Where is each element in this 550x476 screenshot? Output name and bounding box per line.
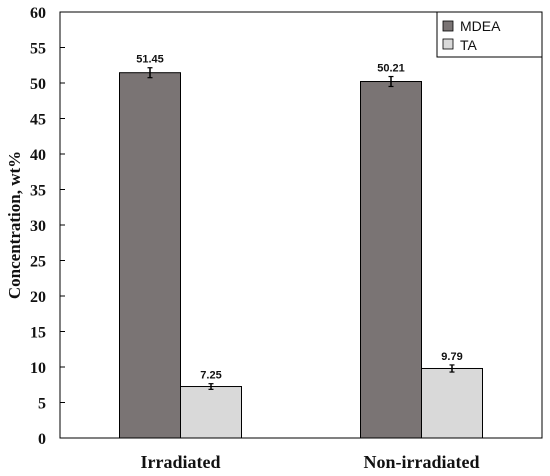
y-tick-label: 15 [30, 325, 46, 342]
data-label: 51.45 [136, 54, 164, 66]
y-tick-label: 60 [30, 5, 46, 22]
y-tick-label: 35 [30, 183, 46, 200]
y-tick-label: 0 [38, 431, 46, 448]
y-tick-label: 40 [30, 147, 46, 164]
bar [180, 386, 242, 439]
y-tick-label: 30 [30, 218, 46, 235]
y-tick-label: 20 [30, 289, 46, 306]
bar [119, 72, 181, 439]
y-tick-label: 10 [30, 360, 46, 377]
y-tick-label: 25 [30, 254, 46, 271]
legend-swatch-mdea [442, 20, 454, 32]
legend-box [436, 11, 543, 58]
bar [421, 367, 483, 439]
legend: MDEA TA [436, 11, 543, 58]
y-tick-label: 45 [30, 112, 46, 129]
category-label: Non-irradiated [364, 452, 480, 472]
bar [360, 81, 422, 439]
legend-label-mdea: MDEA [460, 18, 501, 34]
y-axis-title: Concentration, wt% [5, 151, 24, 299]
data-label: 7.25 [200, 370, 221, 382]
y-tick-label: 5 [38, 396, 46, 413]
y-tick-label: 50 [30, 76, 46, 93]
legend-swatch-ta [442, 38, 454, 50]
bars: 51.45 7.25 50.21 9.79 [119, 54, 483, 439]
data-label: 9.79 [441, 351, 462, 363]
legend-label-ta: TA [460, 37, 478, 53]
data-label: 50.21 [377, 63, 405, 75]
y-tick-label: 55 [30, 41, 46, 58]
x-axis: Irradiated Non-irradiated [141, 452, 480, 472]
category-label: Irradiated [141, 452, 221, 472]
y-axis: 0 5 10 15 20 25 30 35 40 45 50 55 60 [30, 5, 65, 448]
